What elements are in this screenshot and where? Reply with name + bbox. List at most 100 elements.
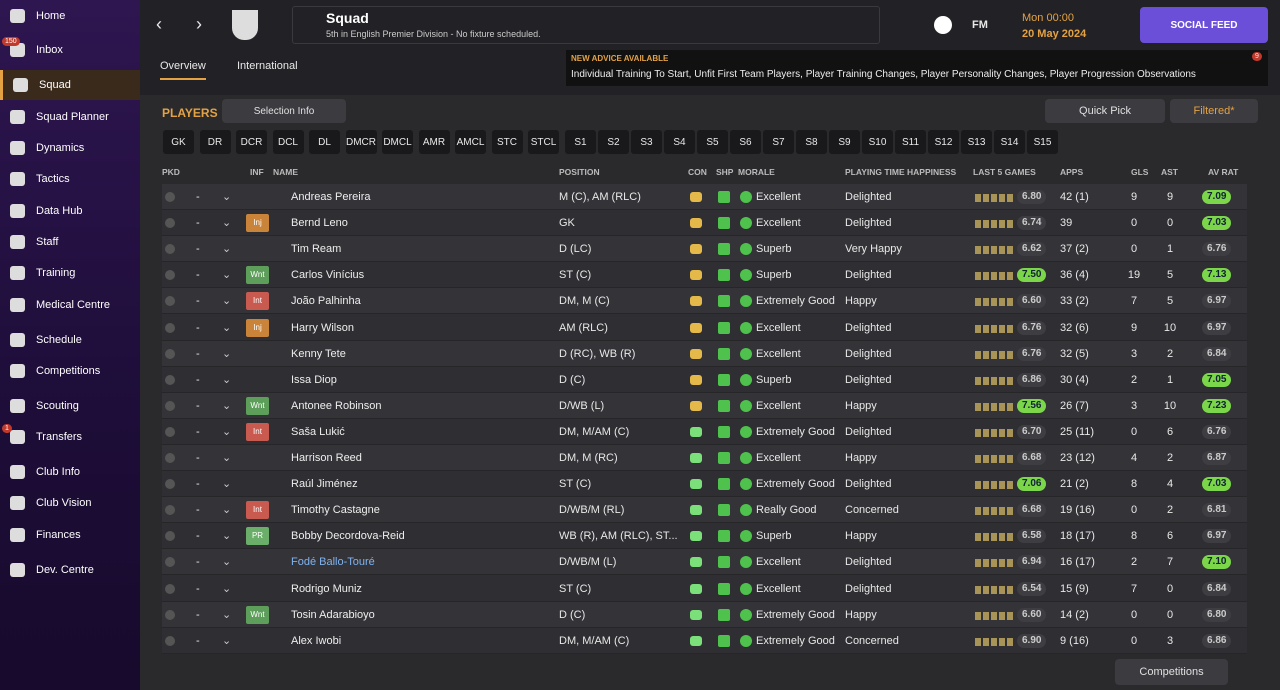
player-name[interactable]: Antonee Robinson xyxy=(291,399,382,412)
pick-check[interactable] xyxy=(165,348,175,359)
nav-item[interactable]: Dev. Centre xyxy=(0,555,140,585)
player-row[interactable]: - ⌄ Int Timothy Castagne D/WB/M (RL) Really G… xyxy=(162,497,1247,524)
column-header[interactable]: PKD xyxy=(162,167,180,177)
column-header[interactable]: AST xyxy=(1161,167,1178,177)
nav-item[interactable]: Squad Planner xyxy=(0,102,140,132)
player-row[interactable]: - ⌄ Inj Harry Wilson AM (RLC) Excellent Deligh… xyxy=(162,314,1247,341)
nav-item[interactable]: Inbox 150 xyxy=(0,35,140,65)
position-filter[interactable]: AMCL xyxy=(455,130,486,154)
dropdown[interactable]: ⌄ xyxy=(222,243,232,256)
position-filter[interactable]: S14 xyxy=(994,130,1025,154)
pick-check[interactable] xyxy=(165,192,175,202)
pkd[interactable]: - xyxy=(196,295,200,308)
player-row[interactable]: - ⌄ Alex Iwobi DM, M/AM (C) Extremely Good Co… xyxy=(162,627,1247,654)
pick-check[interactable] xyxy=(165,531,175,542)
column-header[interactable]: POSITION xyxy=(559,167,600,177)
player-name[interactable]: Carlos Vinícius xyxy=(291,269,365,282)
dropdown[interactable]: ⌄ xyxy=(222,347,232,360)
date[interactable]: 20 May 2024 xyxy=(1022,28,1087,40)
column-header[interactable]: PLAYING TIME HAPPINESS xyxy=(845,167,957,177)
pkd[interactable]: - xyxy=(196,608,200,621)
pick-check[interactable] xyxy=(165,374,175,385)
position-filter[interactable]: S15 xyxy=(1027,130,1058,154)
dropdown[interactable]: ⌄ xyxy=(222,321,232,334)
position-filter[interactable]: S9 xyxy=(829,130,860,154)
column-header[interactable]: LAST 5 GAMES xyxy=(973,167,1036,177)
player-row[interactable]: - ⌄ Inj Bernd Leno GK Excellent Delighted 6.74 3… xyxy=(162,210,1247,237)
player-row[interactable]: - ⌄ Wnt Tosin Adarabioyo D (C) Extremely Good… xyxy=(162,601,1247,628)
player-name[interactable]: Harry Wilson xyxy=(291,321,354,334)
player-name[interactable]: Raúl Jiménez xyxy=(291,478,358,491)
pkd[interactable]: - xyxy=(196,582,200,595)
position-filter[interactable]: S1 xyxy=(565,130,596,154)
pick-check[interactable] xyxy=(165,296,175,307)
player-name[interactable]: Rodrigo Muniz xyxy=(291,582,362,595)
position-filter[interactable]: DMCR xyxy=(345,130,377,154)
pkd[interactable]: - xyxy=(196,634,200,647)
pkd[interactable]: - xyxy=(196,217,200,230)
pkd[interactable]: - xyxy=(196,269,200,282)
player-name[interactable]: João Palhinha xyxy=(291,295,361,308)
nav-item[interactable]: Competitions xyxy=(0,356,140,386)
position-filter[interactable]: S2 xyxy=(598,130,629,154)
position-filter[interactable]: S6 xyxy=(730,130,761,154)
pkd[interactable]: - xyxy=(196,452,200,464)
column-header[interactable]: MORALE xyxy=(738,167,775,177)
nav-item[interactable]: Club Info xyxy=(0,457,140,487)
pick-check[interactable] xyxy=(165,270,175,281)
column-header[interactable]: GLS xyxy=(1131,167,1149,177)
tab[interactable]: Overview xyxy=(160,60,206,80)
player-row[interactable]: - ⌄ Kenny Tete D (RC), WB (R) Excellent Delig… xyxy=(162,340,1247,367)
pick-check[interactable] xyxy=(165,635,175,646)
pkd[interactable]: - xyxy=(196,425,200,438)
player-name[interactable]: Tim Ream xyxy=(291,243,342,256)
nav-item[interactable]: Dynamics xyxy=(0,133,140,163)
dropdown[interactable]: ⌄ xyxy=(222,478,232,491)
pick-check[interactable] xyxy=(165,505,175,516)
nav-item[interactable]: Staff xyxy=(0,227,140,257)
player-name[interactable]: Saša Lukić xyxy=(291,425,345,438)
column-header[interactable]: INF xyxy=(250,167,264,177)
position-filter[interactable]: S12 xyxy=(928,130,959,154)
dropdown[interactable]: ⌄ xyxy=(222,399,232,412)
position-filter[interactable]: DCR xyxy=(236,130,267,154)
player-row[interactable]: - ⌄ Raúl Jiménez ST (C) Extremely Good Deligh… xyxy=(162,471,1247,498)
dropdown[interactable]: ⌄ xyxy=(222,608,232,621)
pkd[interactable]: - xyxy=(196,399,200,412)
nav-item[interactable]: Training xyxy=(0,258,140,288)
position-filter[interactable]: S11 xyxy=(895,130,926,154)
nav-item[interactable]: Finances xyxy=(0,520,140,550)
advice-box[interactable] xyxy=(566,50,1268,86)
quick-pick[interactable]: Quick Pick xyxy=(1045,99,1165,123)
nav-item[interactable]: Tactics xyxy=(0,164,140,194)
player-row[interactable]: - ⌄ Andreas Pereira M (C), AM (RLC) Excellen… xyxy=(162,184,1247,210)
player-name[interactable]: Harrison Reed xyxy=(291,452,362,464)
competitions-button[interactable]: Competitions xyxy=(1115,659,1228,685)
dropdown[interactable]: ⌄ xyxy=(222,504,232,517)
position-filter[interactable]: S8 xyxy=(796,130,827,154)
social-feed[interactable]: SOCIAL FEED xyxy=(1140,7,1268,43)
pkd[interactable]: - xyxy=(196,478,200,491)
position-filter[interactable]: DR xyxy=(199,130,231,154)
back[interactable]: ‹ xyxy=(156,14,162,34)
pick-check[interactable] xyxy=(165,583,175,594)
column-header[interactable]: AV RAT xyxy=(1208,167,1239,177)
dropdown[interactable]: ⌄ xyxy=(222,191,232,203)
pkd[interactable]: - xyxy=(196,530,200,543)
player-row[interactable]: - ⌄ Harrison Reed DM, M (RC) Excellent Happy 6… xyxy=(162,445,1247,471)
dropdown[interactable]: ⌄ xyxy=(222,582,232,595)
column-header[interactable]: NAME xyxy=(273,167,299,177)
pick-check[interactable] xyxy=(165,609,175,620)
pkd[interactable]: - xyxy=(196,321,200,334)
player-row[interactable]: - ⌄ Fodé Ballo-Touré D/WB/M (L) Excellent Del… xyxy=(162,549,1247,576)
position-filter[interactable]: S3 xyxy=(631,130,662,154)
player-row[interactable]: - ⌄ Rodrigo Muniz ST (C) Excellent Delighted 6… xyxy=(162,575,1247,602)
pkd[interactable]: - xyxy=(196,243,200,256)
position-filter[interactable]: AMR xyxy=(418,130,450,154)
player-name[interactable]: Bernd Leno xyxy=(291,217,348,230)
position-filter[interactable]: S4 xyxy=(664,130,695,154)
position-filter[interactable]: S10 xyxy=(862,130,893,154)
position-filter[interactable]: S13 xyxy=(961,130,992,154)
pick-check[interactable] xyxy=(165,400,175,411)
pick-check[interactable] xyxy=(165,244,175,255)
